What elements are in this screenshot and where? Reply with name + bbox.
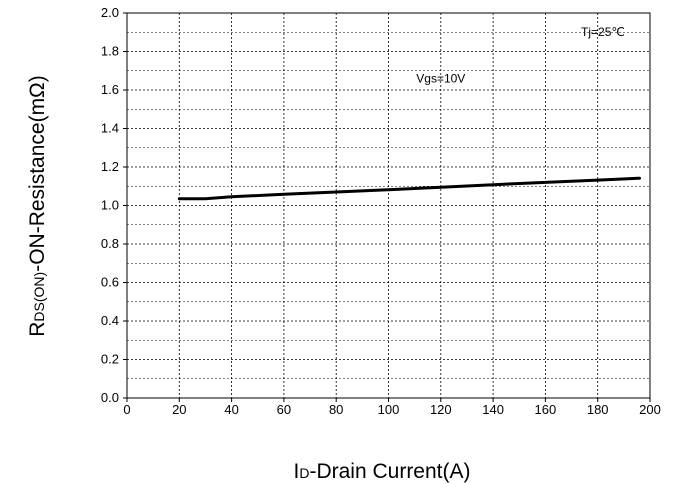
y-tick-label: 2.0 xyxy=(101,5,119,20)
x-tick-label: 80 xyxy=(329,402,343,417)
y-tick-label: 1.0 xyxy=(101,198,119,213)
y-tick-label: 1.6 xyxy=(101,82,119,97)
x-tick-label: 140 xyxy=(482,402,504,417)
annotation-label: Tj=25℃ xyxy=(581,25,625,39)
x-tick-label: 40 xyxy=(224,402,238,417)
y-tick-label: 0.0 xyxy=(101,390,119,405)
y-tick-label: 0.2 xyxy=(101,352,119,367)
x-tick-label: 200 xyxy=(639,402,661,417)
y-tick-label: 0.4 xyxy=(101,313,119,328)
x-tick-label: 100 xyxy=(378,402,400,417)
y-tick-label: 0.8 xyxy=(101,236,119,251)
y-tick-label: 1.4 xyxy=(101,121,119,136)
y-tick-label: 1.2 xyxy=(101,159,119,174)
x-tick-label: 180 xyxy=(587,402,609,417)
y-axis-title-rest: -ON-Resistance(mΩ) xyxy=(26,75,49,272)
y-tick-label: 1.8 xyxy=(101,44,119,59)
annotation-label: Vgs=10V xyxy=(416,71,465,85)
x-tick-label: 20 xyxy=(172,402,186,417)
x-tick-label: 0 xyxy=(123,402,130,417)
x-tick-label: 120 xyxy=(430,402,452,417)
x-tick-label: 160 xyxy=(535,402,557,417)
y-tick-label: 0.6 xyxy=(101,275,119,290)
x-axis-title-rest: -Drain Current(A) xyxy=(309,460,470,483)
x-axis-title: ID-Drain Current(A) xyxy=(294,460,471,483)
x-tick-label: 60 xyxy=(277,402,291,417)
y-axis-title-subscript: DS(ON) xyxy=(31,272,47,322)
y-axis-title-main: R xyxy=(26,322,49,337)
x-axis-title-subscript: D xyxy=(299,465,309,481)
